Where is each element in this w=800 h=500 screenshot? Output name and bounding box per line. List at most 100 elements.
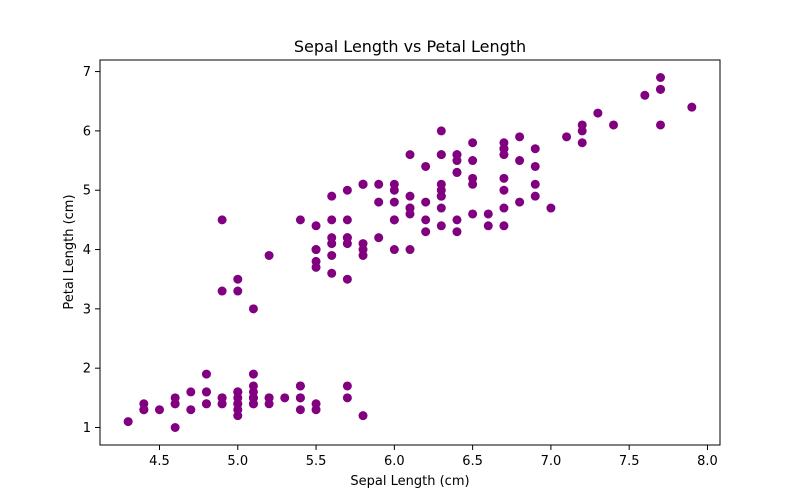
data-point <box>389 197 399 207</box>
data-point <box>609 120 619 130</box>
data-point <box>311 262 321 272</box>
data-point <box>436 221 446 231</box>
y-tick-label: 6 <box>83 124 91 139</box>
data-point <box>342 381 352 391</box>
x-tick-label: 5.5 <box>306 454 327 469</box>
data-point <box>452 215 462 225</box>
data-point <box>421 215 431 225</box>
data-point <box>515 156 525 166</box>
y-tick-label: 1 <box>83 421 91 436</box>
data-point <box>421 197 431 207</box>
data-point <box>264 250 274 260</box>
x-tick-label: 6.0 <box>384 454 405 469</box>
data-point <box>405 245 415 255</box>
data-point <box>374 233 384 243</box>
y-tick-label: 4 <box>83 243 91 258</box>
data-point <box>436 126 446 136</box>
x-tick-label: 6.5 <box>462 454 483 469</box>
data-point <box>640 90 650 100</box>
data-point <box>295 393 305 403</box>
data-point <box>358 411 368 421</box>
data-point <box>123 417 133 427</box>
data-point <box>248 304 258 314</box>
data-point <box>201 399 211 409</box>
data-point <box>562 132 572 142</box>
data-point <box>233 274 243 284</box>
data-point <box>515 132 525 142</box>
data-point <box>233 286 243 296</box>
data-point <box>311 245 321 255</box>
data-point <box>436 203 446 213</box>
y-axis-label: Petal Length (cm) <box>62 194 77 309</box>
data-point <box>327 268 337 278</box>
data-point <box>327 233 337 243</box>
data-point <box>499 203 509 213</box>
data-point <box>233 399 243 409</box>
data-point <box>436 185 446 195</box>
data-point <box>405 150 415 160</box>
data-point <box>421 227 431 237</box>
x-tick-label: 7.5 <box>619 454 640 469</box>
data-point <box>656 84 666 94</box>
data-point <box>342 393 352 403</box>
data-point <box>530 144 540 154</box>
data-point <box>499 185 509 195</box>
data-point <box>546 203 556 213</box>
data-point <box>233 387 243 397</box>
data-point <box>530 179 540 189</box>
data-point <box>515 197 525 207</box>
data-point <box>499 144 509 154</box>
y-tick-label: 2 <box>83 362 91 377</box>
x-tick-label: 7.0 <box>541 454 562 469</box>
data-point <box>342 185 352 195</box>
data-point <box>468 173 478 183</box>
data-point <box>452 227 462 237</box>
data-point <box>342 215 352 225</box>
data-point <box>452 167 462 177</box>
data-point <box>217 286 227 296</box>
data-point <box>264 393 274 403</box>
data-point <box>483 209 493 219</box>
data-point <box>452 156 462 166</box>
data-point <box>405 209 415 219</box>
data-point <box>170 399 180 409</box>
data-point <box>468 138 478 148</box>
data-point <box>577 138 587 148</box>
data-point <box>248 387 258 397</box>
data-point <box>295 405 305 415</box>
data-point <box>577 126 587 136</box>
data-point <box>311 405 321 415</box>
data-point <box>295 381 305 391</box>
data-point <box>342 239 352 249</box>
data-point <box>483 221 493 231</box>
data-point <box>468 209 478 219</box>
data-point <box>421 161 431 171</box>
data-point <box>436 150 446 160</box>
data-point <box>499 173 509 183</box>
data-point <box>327 215 337 225</box>
y-tick-label: 3 <box>83 302 91 317</box>
data-point <box>280 393 290 403</box>
data-point <box>593 108 603 118</box>
data-point <box>389 245 399 255</box>
data-point <box>311 221 321 231</box>
data-point <box>217 215 227 225</box>
data-point <box>374 179 384 189</box>
data-point <box>170 423 180 432</box>
data-point <box>530 191 540 201</box>
x-axis-label: Sepal Length (cm) <box>350 474 469 489</box>
x-axis-ticks: 4.5 5.0 5.5 6.0 6.5 7.0 7.5 8.0 <box>149 445 718 469</box>
data-point <box>201 369 211 379</box>
data-point <box>154 405 164 415</box>
data-point <box>186 387 196 397</box>
data-point <box>186 405 196 415</box>
plot-area-frame <box>99 59 721 446</box>
y-axis-ticks: 1 2 3 4 5 6 7 <box>83 65 100 436</box>
data-point <box>139 405 149 415</box>
chart-title: Sepal Length vs Petal Length <box>294 37 526 56</box>
y-tick-label: 5 <box>83 184 91 199</box>
data-point <box>358 245 368 255</box>
data-point <box>327 191 337 201</box>
